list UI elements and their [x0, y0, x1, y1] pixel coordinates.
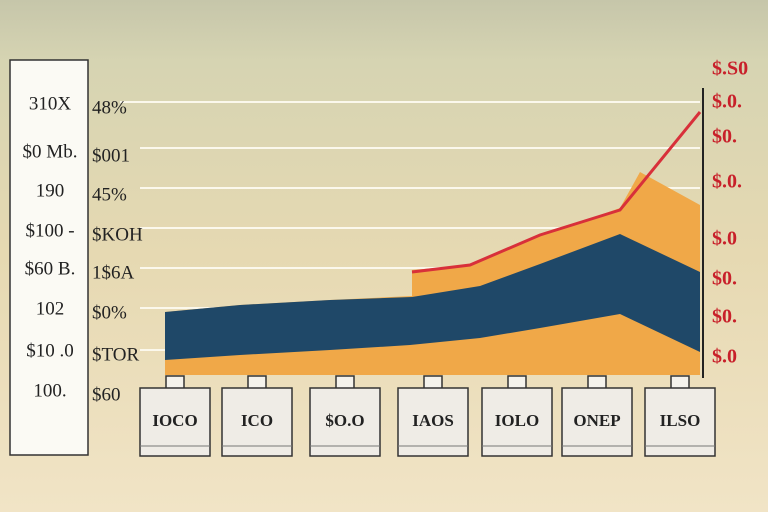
right-label: $.0.	[712, 91, 742, 113]
middle-label: $001	[92, 145, 130, 166]
left-panel	[9, 59, 89, 456]
right-label: $0.	[712, 268, 737, 290]
middle-label: 48%	[92, 97, 127, 118]
middle-label: $KOH	[92, 224, 143, 245]
box	[397, 387, 469, 457]
right-label: $0.	[712, 306, 737, 328]
box-label: IOCO	[152, 411, 197, 430]
box	[561, 387, 633, 457]
left-label: 310X	[29, 93, 72, 114]
middle-label: $60	[92, 384, 121, 405]
right-label: $0.	[712, 126, 737, 148]
box-label: ICO	[241, 411, 273, 430]
left-label: 102	[36, 298, 65, 319]
left-label: $0 Mb.	[23, 141, 78, 162]
box-label: $O.O	[325, 411, 364, 430]
middle-label: 45%	[92, 184, 127, 205]
navy-area	[165, 234, 700, 360]
left-label: 190	[36, 180, 65, 201]
left-label: $60 B.	[25, 258, 76, 279]
box-label: IOLO	[495, 411, 539, 430]
left-label: $10 .0	[26, 340, 74, 361]
right-label: $.0	[712, 228, 737, 250]
left-label: $100 -	[25, 220, 74, 241]
red-line	[411, 111, 702, 274]
box-label: ONEP	[573, 411, 620, 430]
labels: 310X $0 Mb. 190 $100 - $60 B. 102 $10 .0 100. 48…	[23, 58, 749, 406]
boxes: IOCO ICO $O.O IAOS IOLO ONEP ILSO	[139, 375, 716, 457]
middle-label: $0%	[92, 302, 127, 323]
box	[481, 387, 553, 457]
left-label: 100.	[33, 380, 66, 401]
right-label: $.0	[712, 346, 737, 368]
box-label: IAOS	[412, 411, 454, 430]
box	[309, 387, 381, 457]
right-label: $.0.	[712, 171, 742, 193]
middle-label: 1$6A	[92, 262, 135, 283]
box	[139, 387, 211, 457]
middle-label: $TOR	[92, 344, 139, 365]
box	[644, 387, 716, 457]
box	[221, 387, 293, 457]
right-label: $.S0	[712, 58, 748, 80]
box-label: ILSO	[660, 411, 701, 430]
